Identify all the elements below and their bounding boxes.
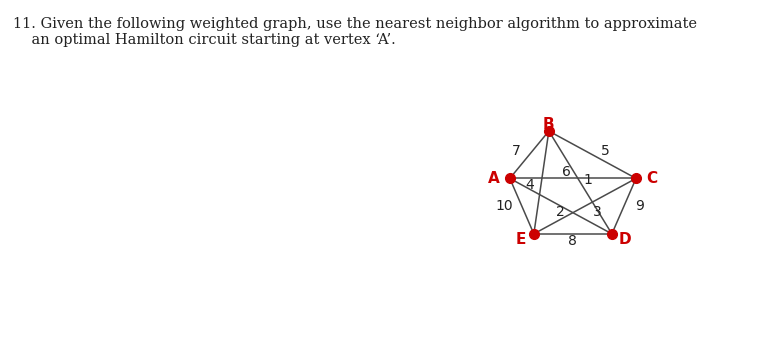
Text: 3: 3 <box>593 205 601 218</box>
Text: 2: 2 <box>556 205 565 219</box>
Text: 10: 10 <box>496 199 514 213</box>
Text: A: A <box>488 171 500 186</box>
Text: 4: 4 <box>525 178 534 192</box>
Text: C: C <box>646 171 657 186</box>
Text: 8: 8 <box>569 234 577 248</box>
Text: E: E <box>515 232 526 247</box>
Text: B: B <box>543 117 555 132</box>
Text: 11. Given the following weighted graph, use the nearest neighbor algorithm to ap: 11. Given the following weighted graph, … <box>13 17 697 47</box>
Text: 5: 5 <box>601 144 610 158</box>
Text: D: D <box>618 232 632 247</box>
Text: 6: 6 <box>562 165 571 179</box>
Text: 7: 7 <box>512 144 521 158</box>
Text: 1: 1 <box>584 173 593 187</box>
Text: 9: 9 <box>636 199 644 213</box>
